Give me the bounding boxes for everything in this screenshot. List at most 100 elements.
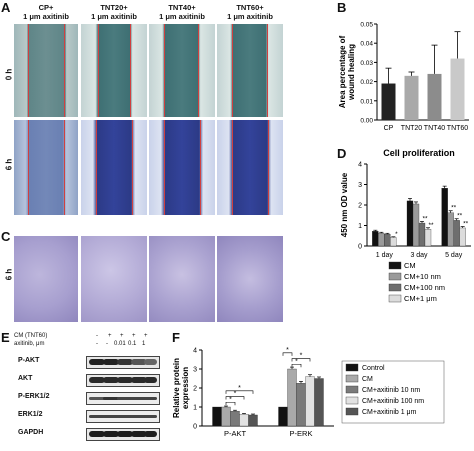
significance-mark: *: [234, 391, 237, 398]
bar: [278, 406, 288, 427]
y-axis-label: 450 nm OD value: [340, 172, 349, 237]
y-tick-label: 2: [358, 203, 362, 210]
bar: [221, 406, 231, 427]
col-header-cp: CP+ 1 μm axitinib: [14, 3, 78, 21]
blot-header-value: -: [106, 341, 108, 347]
legend-swatch: [345, 363, 359, 372]
blot-row-p-erk: P-ERK1/2: [14, 391, 164, 405]
panel-label-a: A: [1, 0, 11, 15]
legend-label: CM+1 μm: [404, 294, 437, 303]
bar: [248, 414, 258, 427]
bar: [381, 83, 396, 120]
y-tick-label: 4: [358, 162, 362, 169]
col-header-tnt20: TNT20+ 1 μm axitinib: [81, 3, 147, 21]
legend-label: CM+100 nm: [404, 283, 445, 292]
blot-row-gapdh: GAPDH: [14, 427, 164, 441]
micrograph-tnt20-6h: [81, 120, 147, 215]
bar: [384, 233, 391, 247]
bar: [212, 406, 222, 427]
bar: [447, 212, 454, 247]
panel-label-b: B: [337, 0, 347, 15]
bar: [230, 411, 240, 427]
legend-label: Control: [362, 365, 385, 372]
blot-band: [117, 397, 133, 400]
bar: [239, 414, 249, 427]
col-header-line2: 1 μm axitinib: [23, 12, 69, 21]
bar: [450, 58, 465, 120]
y-tick-label: 0.03: [360, 60, 373, 67]
bar: [372, 231, 379, 247]
wound-edge-line: [98, 24, 99, 117]
y-axis-label: Relative proteinexpression: [172, 358, 190, 418]
bar: [412, 203, 420, 247]
blot-band: [103, 397, 119, 400]
y-tick-label: 0.01: [360, 98, 373, 105]
blot-header-cm: CM (TNT60): [14, 333, 47, 339]
wound-edge-line: [267, 24, 268, 117]
blot-label: P-ERK1/2: [18, 393, 50, 400]
blot-header-value: -: [96, 341, 98, 347]
y-tick-label: 2: [193, 386, 197, 393]
blot-band: [144, 415, 157, 418]
blot-band: [131, 431, 147, 437]
y-tick-label: 4: [193, 348, 197, 355]
wound-edge-line: [200, 120, 201, 215]
significance-mark: *: [286, 347, 289, 354]
bar: [459, 227, 466, 247]
panel-label-c: C: [1, 229, 11, 244]
blot-band: [117, 359, 133, 365]
y-axis-label-line: expression: [181, 367, 190, 409]
blot-header-value: 1: [142, 341, 146, 347]
micrograph-cp-0h: [14, 24, 78, 117]
wound-edge-line: [28, 24, 29, 117]
x-tick-label: 5 day: [445, 252, 463, 259]
row-label-0h: 0 h: [4, 68, 14, 81]
blot-strip: [86, 392, 160, 405]
y-tick-label: 3: [358, 182, 362, 189]
blot-band: [103, 415, 119, 418]
blot-band: [144, 359, 157, 365]
significance-mark: **: [428, 222, 434, 229]
bar: [453, 220, 460, 247]
legend-swatch: [345, 374, 359, 383]
wound-edge-line: [28, 120, 29, 215]
blot-band: [131, 359, 147, 365]
blot-label: GAPDH: [18, 429, 44, 436]
blot-band: [144, 431, 157, 437]
wound-edge-line: [130, 24, 131, 117]
legend-label: CM+axitinib 100 nm: [362, 398, 424, 405]
blot-band: [117, 431, 133, 437]
blot-band: [131, 397, 147, 400]
legend-swatch: [345, 407, 359, 416]
significance-bracket: [282, 352, 293, 356]
significance-mark: *: [300, 353, 303, 360]
wound-edge-line: [132, 120, 133, 215]
legend-label: CM+axitinib 10 nm: [362, 387, 420, 394]
blot-band: [89, 431, 105, 437]
wound-edge-line: [64, 24, 65, 117]
significance-mark: **: [457, 213, 463, 220]
blot-band: [131, 415, 147, 418]
significance-mark: **: [463, 221, 469, 228]
y-tick-label: 3: [193, 367, 197, 374]
blot-band: [103, 359, 119, 365]
blot-band: [117, 415, 133, 418]
blot-header-value: +: [108, 333, 112, 339]
chart-d-cell-proliferation: Cell proliferation 0 1 2 3 4 450 nm OD value * 1…: [340, 148, 471, 303]
blot-band: [117, 377, 133, 383]
legend-swatch: [388, 283, 402, 292]
col-header-line2: 1 μm axitinib: [159, 12, 205, 21]
legend-label: CM: [362, 376, 373, 383]
blot-header-label: CM (TNT60): [14, 333, 48, 339]
legend-swatch: [388, 272, 402, 281]
col-header-tnt40: TNT40+ 1 μm axitinib: [149, 3, 215, 21]
micrograph-tnt40-6h: [149, 120, 215, 215]
blot-strip: [86, 410, 160, 423]
col-header-line2: 1 μm axitinib: [91, 12, 137, 21]
blot-header-axitinib: axitinib, μm: [14, 341, 44, 347]
panel-label-d: D: [337, 146, 347, 161]
significance-bracket: [225, 390, 254, 394]
y-axis-label-line: Relative protein: [172, 358, 181, 418]
bar: [424, 229, 432, 247]
blot-band: [144, 397, 157, 400]
